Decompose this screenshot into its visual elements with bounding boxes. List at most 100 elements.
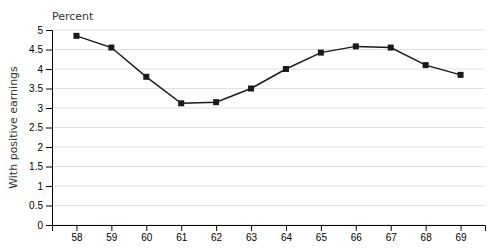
y-axis-title: With positive earnings <box>7 66 20 189</box>
tick-label: 68 <box>421 232 433 243</box>
markers <box>73 33 463 106</box>
tick: 0.5 <box>29 200 52 211</box>
tick-mark <box>46 50 52 51</box>
tick: 58 <box>71 225 83 243</box>
tick: 0 <box>37 220 52 231</box>
tick: 1 <box>37 181 52 192</box>
tick-label: 63 <box>246 232 258 243</box>
tick-mark <box>46 128 52 129</box>
tick-mark <box>46 206 52 207</box>
grid-line <box>52 49 485 50</box>
tick-label: 65 <box>316 232 328 243</box>
tick-mark <box>46 147 52 148</box>
grid-line <box>52 88 485 89</box>
tick-mark <box>251 225 252 231</box>
tick-label: 61 <box>176 232 188 243</box>
tick: 62 <box>211 225 223 243</box>
marker <box>283 66 289 72</box>
marker <box>178 100 184 106</box>
tick-label: 0.5 <box>29 200 43 211</box>
chart-svg: 58 59 60 61 62 63 64 65 66 67 68 69 0 0.5 1 1.5 2 2.5 3 3.5… <box>0 0 499 249</box>
y-grid <box>52 30 485 225</box>
tick: 65 <box>316 225 328 243</box>
marks <box>73 33 463 106</box>
grid-line <box>52 69 485 70</box>
tick: 3.5 <box>29 83 52 94</box>
grid-line <box>52 166 485 167</box>
tick-mark <box>181 225 182 231</box>
chart-container: 58 59 60 61 62 63 64 65 66 67 68 69 0 0.5 1 1.5 2 2.5 3 3.5… <box>0 0 499 249</box>
tick-label: 4 <box>37 64 43 75</box>
axis-line <box>46 31 53 226</box>
marker <box>388 45 394 51</box>
tick: 1.5 <box>29 161 52 172</box>
tick-mark <box>111 225 112 231</box>
grid-line <box>52 186 485 187</box>
marker <box>318 50 324 56</box>
marker <box>73 33 79 39</box>
x-axis: 58 59 60 61 62 63 64 65 66 67 68 69 <box>53 225 486 243</box>
tick-mark <box>321 225 322 231</box>
marker <box>353 43 359 49</box>
tick: 2.5 <box>29 122 52 133</box>
tick-label: 66 <box>351 232 363 243</box>
tick-mark <box>46 186 52 187</box>
tick-label: 2 <box>37 142 43 153</box>
tick-mark <box>46 225 52 226</box>
tick-label: 4.5 <box>29 44 43 55</box>
tick-label: 1 <box>37 181 43 192</box>
plot-area: 58 59 60 61 62 63 64 65 66 67 68 69 0 0.5 1 1.5 2 2.5 3 3.5… <box>29 25 485 243</box>
axis-line <box>53 226 486 232</box>
tick: 2 <box>37 142 52 153</box>
marker <box>143 74 149 80</box>
tick-mark <box>391 225 392 231</box>
tick-label: 58 <box>71 232 83 243</box>
tick-mark <box>46 89 52 90</box>
tick: 4 <box>37 64 52 75</box>
tick: 5 <box>37 25 52 36</box>
tick-mark <box>216 225 217 231</box>
tick-label: 0 <box>37 220 43 231</box>
tick-mark <box>46 30 52 31</box>
tick-label: 60 <box>141 232 153 243</box>
tick: 59 <box>106 225 118 243</box>
marker <box>213 99 219 105</box>
marker <box>108 45 114 51</box>
tick-mark <box>46 108 52 109</box>
tick-mark <box>286 225 287 231</box>
tick: 63 <box>246 225 258 243</box>
tick-label: 2.5 <box>29 122 43 133</box>
tick: 67 <box>386 225 398 243</box>
tick-label: 64 <box>281 232 293 243</box>
annotation: Percent <box>52 10 94 23</box>
grid-line <box>52 108 485 109</box>
y-axis: 0 0.5 1 1.5 2 2.5 3 3.5 4 4.5 5 <box>29 25 52 231</box>
tick: 4.5 <box>29 44 52 55</box>
tick: 61 <box>176 225 188 243</box>
tick-label: 62 <box>211 232 223 243</box>
tick-label: 1.5 <box>29 161 43 172</box>
tick-label: 67 <box>386 232 398 243</box>
tick: 66 <box>351 225 363 243</box>
tick-mark <box>46 69 52 70</box>
grid-line <box>52 147 485 148</box>
tick-mark <box>356 225 357 231</box>
tick-label: 69 <box>455 232 467 243</box>
tick: 3 <box>37 103 52 114</box>
tick-label: 3 <box>37 103 43 114</box>
tick-mark <box>46 167 52 168</box>
tick: 64 <box>281 225 293 243</box>
tick-label: 59 <box>106 232 118 243</box>
line <box>76 36 460 103</box>
tick-label: 5 <box>37 25 43 36</box>
tick-mark <box>461 225 462 231</box>
tick: 69 <box>455 225 467 243</box>
grid-line <box>52 127 485 128</box>
tick-label: 3.5 <box>29 83 43 94</box>
marker <box>248 86 254 92</box>
marker <box>458 72 464 78</box>
grid-line <box>52 205 485 206</box>
tick-mark <box>76 225 77 231</box>
tick-mark <box>426 225 427 231</box>
tick: 60 <box>141 225 153 243</box>
